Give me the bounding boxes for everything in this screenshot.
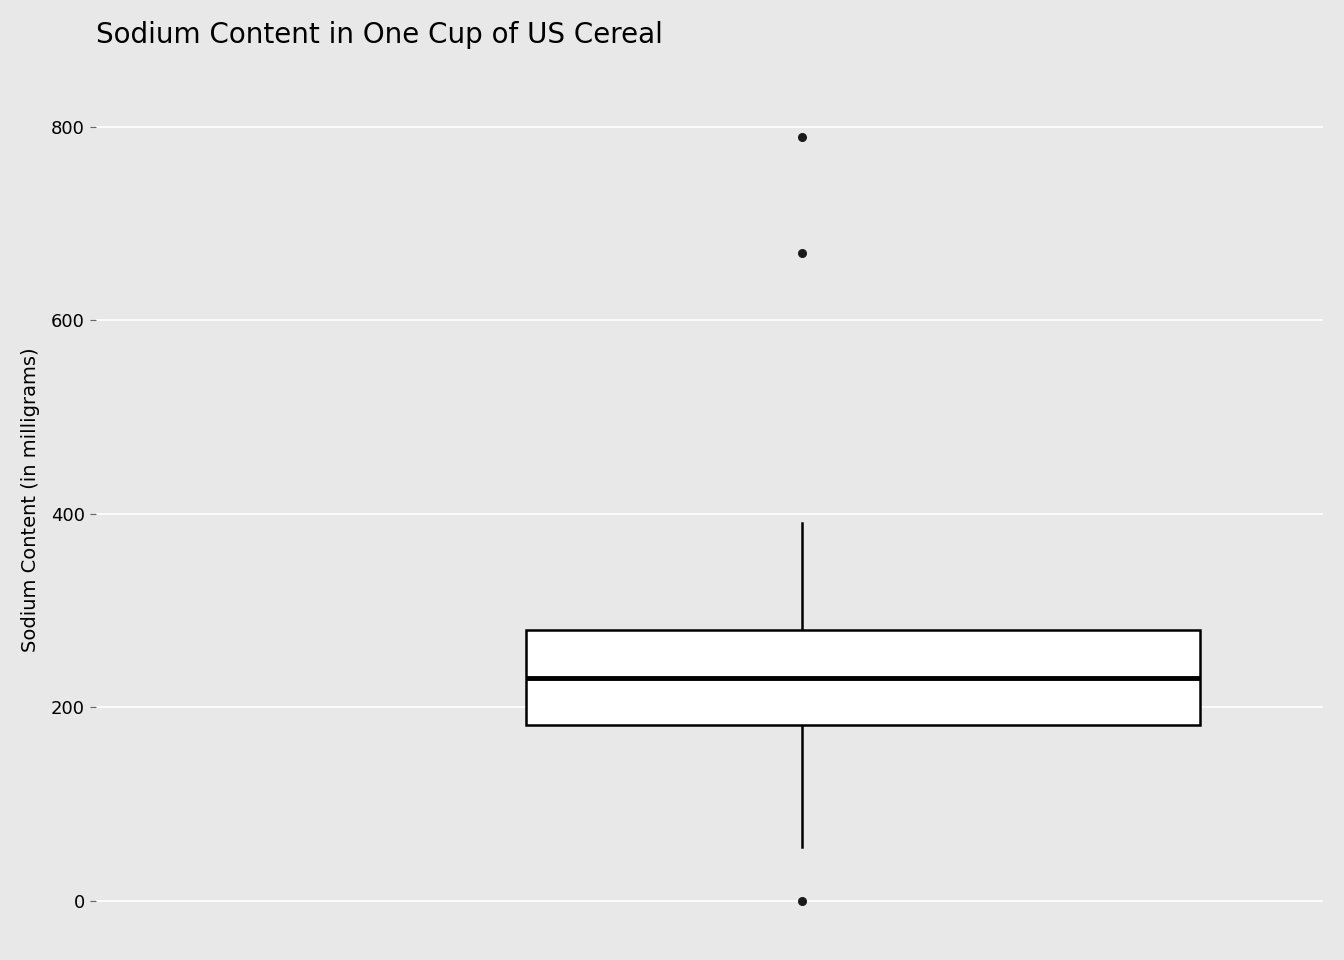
FancyBboxPatch shape xyxy=(526,630,1200,725)
Text: Sodium Content in One Cup of US Cereal: Sodium Content in One Cup of US Cereal xyxy=(95,21,663,49)
Y-axis label: Sodium Content (in milligrams): Sodium Content (in milligrams) xyxy=(22,347,40,652)
